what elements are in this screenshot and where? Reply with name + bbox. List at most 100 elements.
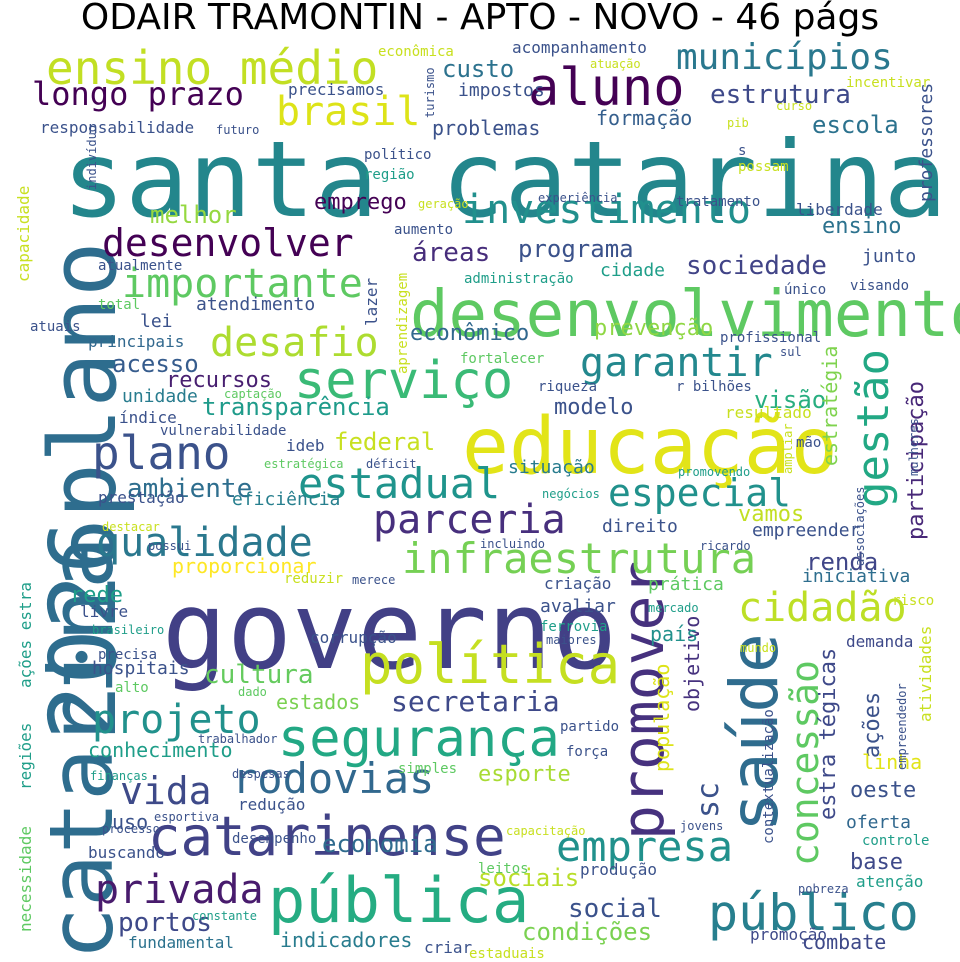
cloud-word: transparência bbox=[202, 393, 390, 421]
cloud-word: futuro bbox=[216, 123, 260, 137]
cloud-word: esportiva bbox=[154, 810, 220, 824]
cloud-word: vulnerabilidade bbox=[160, 423, 287, 439]
cloud-word: país bbox=[650, 622, 699, 646]
cloud-word: precisamos bbox=[288, 80, 385, 99]
cloud-word: criar bbox=[424, 938, 473, 957]
cloud-word: rede bbox=[70, 583, 123, 608]
cloud-word: gestão bbox=[848, 349, 899, 508]
cloud-word: dado bbox=[238, 685, 267, 699]
cloud-word: simples bbox=[398, 761, 458, 777]
cloud-word: qualidade bbox=[96, 520, 313, 566]
cloud-word: atendimento bbox=[196, 294, 316, 315]
cloud-word: ensino médio bbox=[46, 41, 379, 95]
cloud-word: prestação bbox=[98, 488, 185, 507]
cloud-word: capacitação bbox=[506, 824, 586, 838]
cloud-word: educação bbox=[462, 402, 838, 492]
cloud-word: empresa bbox=[556, 822, 734, 871]
cloud-word: produção bbox=[580, 860, 658, 879]
cloud-word: turismo bbox=[423, 67, 437, 118]
cloud-word: situação bbox=[508, 457, 595, 478]
cloud-word: governo bbox=[162, 569, 618, 694]
cloud-word: ambiente bbox=[127, 474, 253, 504]
cloud-word: ações bbox=[860, 691, 885, 758]
cloud-word: responsabilidade bbox=[40, 118, 195, 137]
cloud-word: déficit bbox=[366, 457, 417, 471]
cloud-word: esporte bbox=[478, 762, 571, 787]
cloud-word: problemas bbox=[432, 116, 541, 140]
cloud-word: professores bbox=[916, 82, 937, 202]
cloud-word: programa bbox=[518, 235, 634, 263]
cloud-word: segurança bbox=[278, 709, 560, 769]
cloud-word: estadual bbox=[298, 459, 501, 508]
cloud-word: lazer bbox=[362, 277, 381, 326]
cloud-word: especial bbox=[608, 471, 792, 515]
cloud-word: projeto bbox=[92, 697, 261, 743]
cloud-word: recursos bbox=[166, 368, 272, 393]
cloud-word: custo bbox=[442, 55, 515, 83]
cloud-word: desafio bbox=[210, 320, 379, 366]
cloud-word: escola bbox=[812, 111, 899, 139]
cloud-word: constante bbox=[192, 909, 258, 923]
cloud-word: atuação bbox=[590, 57, 641, 71]
cloud-word: saúde bbox=[716, 633, 793, 832]
cloud-word: junto bbox=[862, 246, 917, 267]
cloud-word: fortalecer bbox=[460, 351, 545, 367]
cloud-word: visando bbox=[850, 278, 910, 294]
cloud-word: pib bbox=[727, 116, 749, 130]
cloud-word: fundamental bbox=[128, 933, 234, 952]
cloud-word: proporcionar bbox=[172, 554, 317, 578]
cloud-word: criação bbox=[544, 574, 612, 593]
cloud-word: estratégia bbox=[818, 345, 842, 466]
cloud-word: político bbox=[364, 147, 432, 163]
cloud-word: captação bbox=[224, 387, 282, 401]
cloud-word: modelo bbox=[554, 395, 634, 420]
cloud-word: sc bbox=[691, 781, 726, 818]
cloud-word: região bbox=[364, 167, 415, 183]
cloud-word: desenvolvimento bbox=[410, 278, 960, 352]
cloud-word: geração bbox=[418, 197, 469, 211]
cloud-word: capacidade bbox=[14, 185, 33, 282]
cloud-word: áreas bbox=[412, 238, 491, 268]
cloud-word: unidade bbox=[122, 386, 198, 407]
cloud-word: único bbox=[784, 282, 827, 298]
cloud-word: finanças bbox=[90, 769, 148, 783]
cloud-word: brasil bbox=[276, 89, 421, 135]
cloud-word: índice bbox=[119, 408, 177, 427]
cloud-word: estratégica bbox=[264, 457, 344, 471]
cloud-word: ensino bbox=[822, 214, 902, 239]
cloud-word: resultado bbox=[725, 403, 812, 422]
cloud-word: corrupção bbox=[310, 628, 397, 647]
cloud-word: brasileiro bbox=[92, 623, 165, 637]
cloud-word: associações bbox=[853, 486, 867, 566]
cloud-word: s bbox=[738, 143, 747, 159]
cloud-word: visão bbox=[754, 386, 827, 414]
cloud-word: social bbox=[568, 894, 662, 924]
cloud-word: ações estra bbox=[16, 582, 35, 688]
cloud-word: força bbox=[566, 744, 609, 760]
cloud-word: ricardo bbox=[700, 539, 751, 553]
cloud-word: controle bbox=[862, 833, 930, 849]
cloud-word: promoção bbox=[750, 925, 828, 944]
cloud-word: partido bbox=[560, 719, 620, 735]
cloud-word: federal bbox=[334, 428, 436, 456]
cloud-word: mercado bbox=[648, 601, 699, 615]
cloud-word: eficiência bbox=[232, 489, 341, 510]
cloud-word: oferta bbox=[846, 812, 912, 833]
cloud-word: atividades bbox=[916, 625, 935, 722]
cloud-word: mulheres bbox=[907, 418, 921, 476]
cloud-word: infraestrutura bbox=[402, 534, 757, 583]
cloud-word: desempenho bbox=[232, 831, 317, 847]
cloud-word: ideb bbox=[286, 436, 325, 455]
cloud-word: riqueza bbox=[538, 379, 598, 395]
cloud-word: importante bbox=[122, 261, 363, 307]
cloud-word: economia bbox=[322, 830, 438, 858]
cloud-word: empreender bbox=[752, 520, 861, 541]
cloud-word: mão bbox=[796, 435, 822, 451]
cloud-word: emprego bbox=[314, 190, 407, 215]
cloud-word: maiores bbox=[546, 633, 597, 647]
cloud-word: desenvolver bbox=[102, 221, 354, 265]
cloud-word: redução bbox=[238, 795, 306, 814]
cloud-word: livre bbox=[80, 602, 129, 621]
cloud-word: base bbox=[850, 850, 903, 875]
